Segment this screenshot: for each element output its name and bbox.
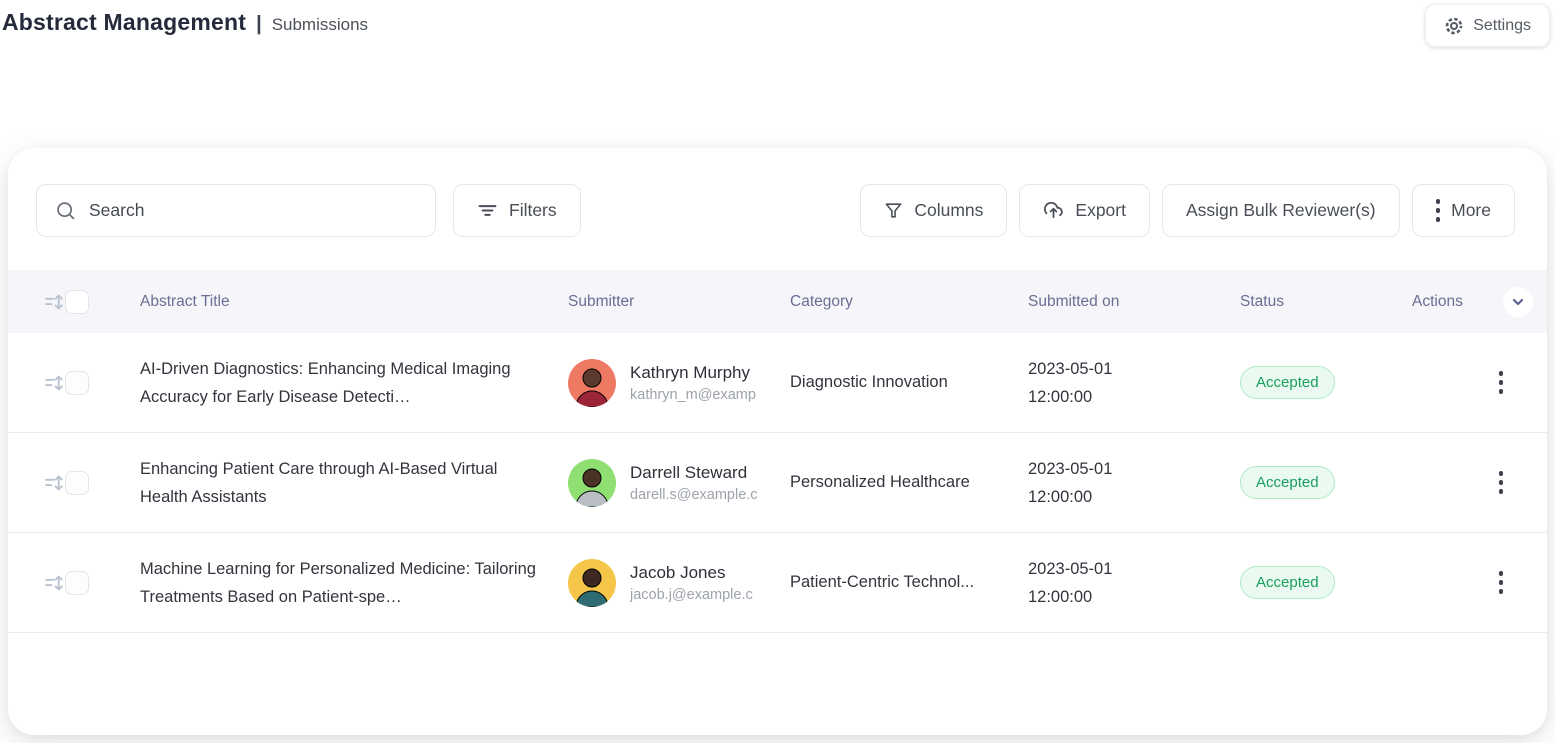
column-header-submitted-on[interactable]: Submitted on: [1028, 292, 1120, 310]
row-height-icon[interactable]: [36, 291, 65, 313]
category: Diagnostic Innovation: [790, 373, 948, 391]
submissions-card: Filters Columns Expo: [8, 148, 1547, 735]
columns-label: Columns: [914, 200, 984, 220]
row-drag-handle[interactable]: [36, 472, 65, 494]
submitted-on: 2023-05-01 12:00:00: [1028, 559, 1113, 606]
submitter-cell: Darrell Steward darell.s@example.c: [568, 458, 790, 507]
avatar: [568, 558, 616, 607]
row-drag-handle[interactable]: [36, 572, 65, 594]
select-all-checkbox[interactable]: [65, 289, 89, 314]
submitter-email: darell.s@example.c: [630, 486, 758, 503]
export-button[interactable]: Export: [1019, 184, 1150, 237]
row-actions-button[interactable]: [1493, 565, 1510, 600]
export-label: Export: [1075, 200, 1126, 220]
top-header: Abstract Management | Submissions Settin…: [0, 0, 1555, 50]
category: Patient-Centric Technol...: [790, 573, 975, 591]
submitter-cell: Jacob Jones jacob.j@example.c: [568, 558, 790, 607]
filters-button[interactable]: Filters: [453, 184, 581, 237]
toolbar-right: Columns Export Assign Bulk Reviewer(s) M…: [860, 184, 1515, 237]
row-actions-button[interactable]: [1493, 465, 1510, 500]
search-input[interactable]: [89, 200, 417, 221]
more-button[interactable]: More: [1411, 184, 1515, 237]
abstract-title: Machine Learning for Personalized Medici…: [140, 559, 536, 606]
more-label: More: [1451, 200, 1491, 220]
assign-bulk-reviewers-button[interactable]: Assign Bulk Reviewer(s): [1161, 184, 1400, 237]
chevron-down-icon: [1510, 294, 1526, 310]
submitted-on: 2023-05-01 12:00:00: [1028, 359, 1113, 406]
table-row[interactable]: AI-Driven Diagnostics: Enhancing Medical…: [8, 333, 1547, 433]
column-header-category[interactable]: Category: [790, 292, 853, 310]
settings-label: Settings: [1473, 16, 1531, 34]
category: Personalized Healthcare: [790, 473, 970, 491]
row-checkbox[interactable]: [65, 470, 89, 495]
column-header-actions: Actions: [1412, 292, 1463, 310]
submitter-name: Darrell Steward: [630, 462, 748, 482]
column-header-abstract-title[interactable]: Abstract Title: [140, 292, 230, 310]
submitter-email: jacob.j@example.c: [630, 586, 753, 603]
gear-icon: [1444, 16, 1464, 36]
status-badge: Accepted: [1240, 366, 1335, 399]
column-header-status[interactable]: Status: [1240, 292, 1284, 310]
page-subtitle: Submissions: [271, 15, 369, 34]
column-header-submitter[interactable]: Submitter: [568, 292, 635, 310]
status-badge: Accepted: [1240, 466, 1335, 499]
collapse-header-button[interactable]: [1503, 286, 1533, 317]
kebab-icon: [1435, 199, 1441, 222]
filter-lines-icon: [477, 200, 498, 221]
row-checkbox[interactable]: [65, 570, 89, 595]
toolbar: Filters Columns Expo: [8, 148, 1547, 237]
filters-label: Filters: [509, 200, 557, 220]
settings-button[interactable]: Settings: [1425, 4, 1550, 47]
row-checkbox[interactable]: [65, 370, 89, 395]
submitter-name: Jacob Jones: [630, 562, 726, 582]
page-title: Abstract Management: [2, 9, 247, 35]
table-row[interactable]: Enhancing Patient Care through AI-Based …: [8, 433, 1547, 533]
search-box[interactable]: [36, 184, 436, 237]
table-row[interactable]: Machine Learning for Personalized Medici…: [8, 533, 1547, 633]
search-icon: [55, 200, 76, 221]
funnel-icon: [884, 201, 903, 220]
submitter-name: Kathryn Murphy: [630, 362, 750, 382]
assign-bulk-label: Assign Bulk Reviewer(s): [1185, 200, 1376, 220]
title-separator: |: [256, 13, 262, 35]
row-drag-handle[interactable]: [36, 372, 65, 394]
abstract-title: AI-Driven Diagnostics: Enhancing Medical…: [140, 359, 511, 406]
abstract-title: Enhancing Patient Care through AI-Based …: [140, 459, 498, 506]
breadcrumb: Abstract Management | Submissions: [2, 9, 368, 36]
row-actions-button[interactable]: [1493, 365, 1510, 400]
cloud-upload-icon: [1043, 200, 1064, 221]
avatar: [568, 458, 616, 507]
columns-button[interactable]: Columns: [860, 184, 1008, 237]
status-badge: Accepted: [1240, 566, 1335, 599]
avatar: [568, 358, 616, 407]
submitter-email: kathryn_m@examp: [630, 386, 756, 403]
submitted-on: 2023-05-01 12:00:00: [1028, 459, 1113, 506]
table-header-row: Abstract Title Submitter Category Submit…: [8, 270, 1547, 333]
submissions-table: Abstract Title Submitter Category Submit…: [8, 270, 1547, 633]
submitter-cell: Kathryn Murphy kathryn_m@examp: [568, 358, 790, 407]
